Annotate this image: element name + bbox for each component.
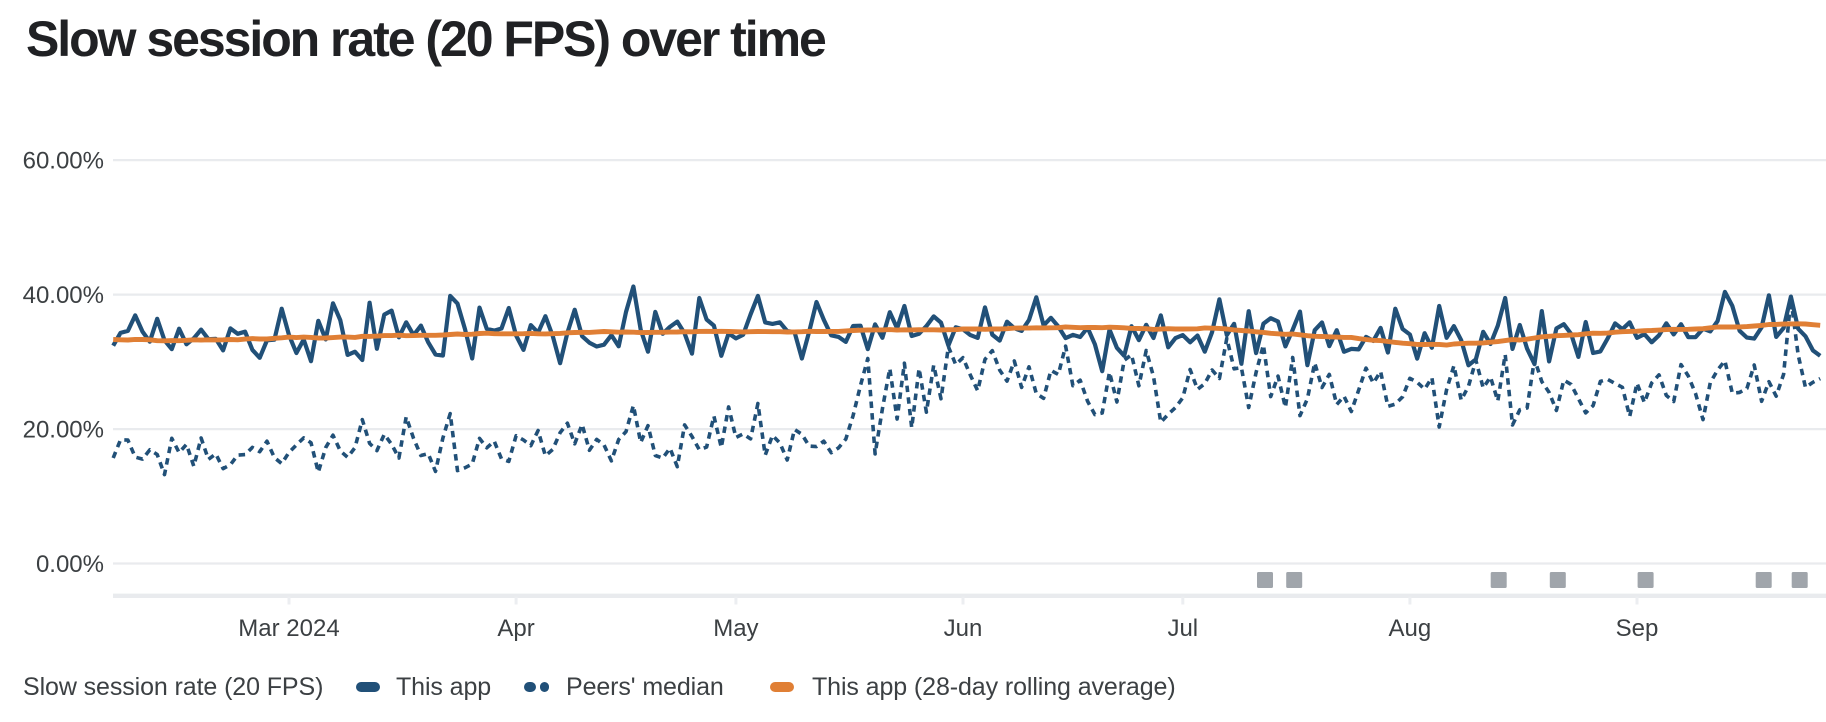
svg-text:Sep: Sep xyxy=(1616,615,1659,642)
svg-text:Jul: Jul xyxy=(1167,615,1198,642)
svg-text:40.00%: 40.00% xyxy=(23,282,104,309)
svg-text:0.00%: 0.00% xyxy=(36,551,104,578)
svg-text:Jun: Jun xyxy=(944,615,983,642)
svg-text:60.00%: 60.00% xyxy=(23,148,104,175)
svg-text:May: May xyxy=(713,615,758,642)
svg-text:20.00%: 20.00% xyxy=(23,417,104,444)
svg-text:Apr: Apr xyxy=(497,615,534,642)
svg-text:Mar 2024: Mar 2024 xyxy=(238,615,339,642)
svg-text:Aug: Aug xyxy=(1389,615,1432,642)
